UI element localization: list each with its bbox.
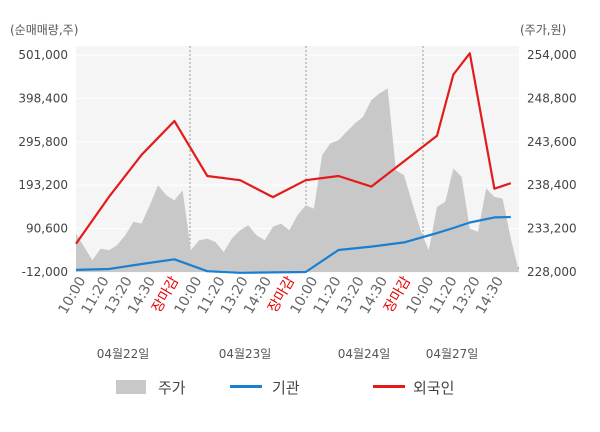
left-axis-unit: (순매매량,주) [10, 23, 78, 37]
legend-price-label: 주가 [158, 379, 186, 397]
legend-institution-swatch [230, 385, 262, 388]
right-tick-label: 254,000 [527, 48, 577, 62]
right-tick-label: 248,800 [527, 91, 577, 105]
left-axis: 501,000 398,400 295,800 193,200 90,600 -12,00… [18, 48, 68, 279]
date-labels: 04월22일 04월23일 04월24일 04월27일 [97, 347, 479, 361]
x-axis: 10:0011:2013:2014:30장마감10:0011:2013:2014… [55, 274, 507, 317]
legend-institution-label: 기관 [272, 379, 300, 397]
right-axis-unit: (주가,원) [520, 23, 566, 37]
right-tick-label: 228,000 [527, 265, 577, 279]
price-area [76, 88, 519, 273]
date-label: 04월24일 [338, 347, 391, 361]
date-label: 04월27일 [426, 347, 479, 361]
date-label: 04월22일 [97, 347, 150, 361]
left-tick-label: -12,000 [22, 265, 68, 279]
left-tick-label: 398,400 [18, 91, 68, 105]
left-tick-label: 295,800 [18, 135, 68, 149]
right-tick-label: 233,200 [527, 222, 577, 236]
right-tick-label: 238,400 [527, 178, 577, 192]
legend-foreign-label: 외국인 [413, 379, 454, 397]
foreign-line [75, 52, 512, 245]
right-axis: 254,000 248,800 243,600 238,400 233,200 228,0… [527, 48, 577, 279]
date-label: 04월23일 [219, 347, 272, 361]
series-lines [75, 52, 512, 274]
price-area-fill [76, 88, 519, 273]
left-tick-label: 193,200 [18, 178, 68, 192]
left-tick-label: 90,600 [26, 222, 68, 236]
right-tick-label: 243,600 [527, 135, 577, 149]
legend: 주가 기관 외국인 [116, 379, 454, 397]
institution-line [75, 215, 511, 274]
legend-price-swatch [116, 380, 146, 394]
legend-foreign-swatch [373, 385, 405, 388]
left-tick-label: 501,000 [18, 48, 68, 62]
